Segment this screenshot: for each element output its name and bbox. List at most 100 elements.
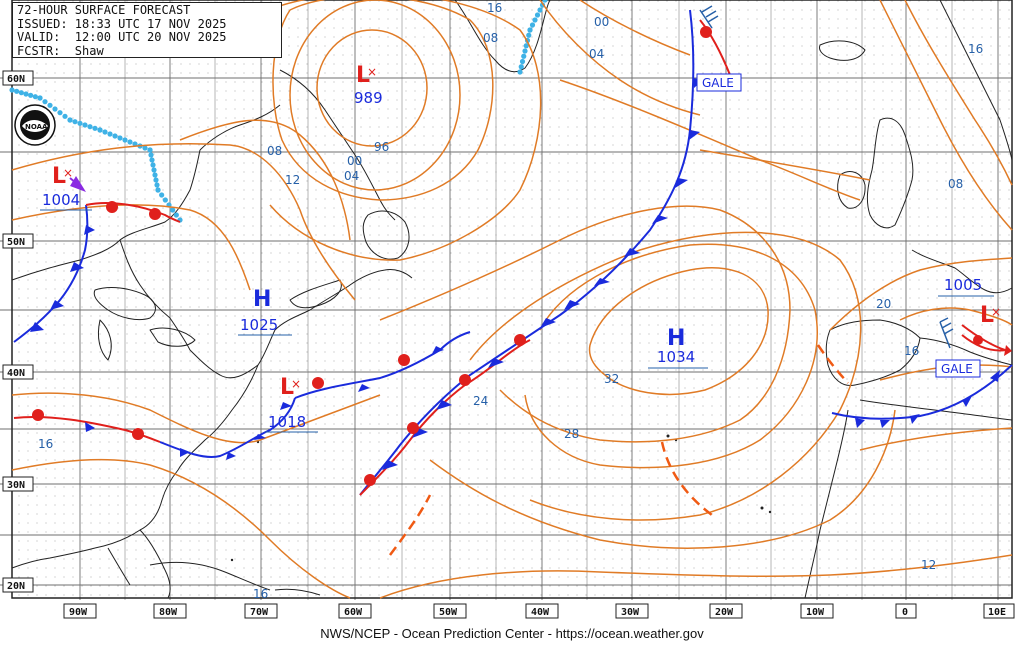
ice-edge-dot bbox=[162, 197, 168, 203]
header-title: 72-HOUR SURFACE FORECAST bbox=[17, 3, 191, 17]
lat-label-50: 50N bbox=[2, 233, 34, 249]
ice-edge-dot bbox=[173, 212, 179, 218]
ice-edge-dot bbox=[132, 141, 138, 147]
ice-edge-dot bbox=[147, 147, 153, 153]
isobar-label: 12 bbox=[285, 173, 300, 187]
isobars bbox=[11, 0, 1013, 599]
isobar-label: 28 bbox=[564, 427, 579, 441]
gale-arrow bbox=[961, 334, 1012, 356]
gale-label: GALE bbox=[941, 362, 973, 376]
ice-edge-dot bbox=[47, 102, 53, 108]
isobar-label: 16 bbox=[38, 437, 53, 451]
lat-label-20: 20N bbox=[2, 577, 34, 593]
isobar-label: 08 bbox=[948, 177, 963, 191]
svg-text:90W: 90W bbox=[69, 607, 88, 618]
ice-edge-dot bbox=[529, 22, 536, 28]
svg-text:0: 0 bbox=[902, 607, 908, 618]
svg-text:H: H bbox=[253, 287, 271, 312]
ice-edge-dot bbox=[14, 88, 20, 94]
header-forecaster: FCSTR: Shaw bbox=[17, 43, 104, 58]
svg-text:10W: 10W bbox=[806, 607, 825, 618]
svg-text:30W: 30W bbox=[621, 607, 640, 618]
ice-edge-dot bbox=[519, 58, 526, 65]
isobar-label: 24 bbox=[473, 394, 488, 408]
ice-edge-dot bbox=[28, 92, 34, 98]
pressure-value: 1034 bbox=[657, 348, 695, 366]
gale-label: GALE bbox=[702, 76, 734, 90]
ice-edge-dot bbox=[117, 135, 123, 141]
wind-barbs bbox=[699, 5, 954, 349]
low-center-1004: L × 1004 bbox=[40, 164, 92, 211]
ice-edge-dot bbox=[152, 172, 158, 178]
gale-box-north: GALE bbox=[696, 73, 742, 92]
ice-edge-dot bbox=[154, 182, 160, 188]
isobar-label: 12 bbox=[921, 558, 936, 572]
svg-text:×: × bbox=[991, 305, 1001, 319]
purple-arrow bbox=[69, 176, 86, 192]
isobar-label: 04 bbox=[589, 47, 604, 61]
ice-edge-dot bbox=[9, 87, 15, 93]
isobar-labels: 16 08 00 04 96 00 04 08 12 16 08 16 20 1… bbox=[38, 1, 983, 601]
lon-label-50w: 50W bbox=[433, 603, 467, 619]
lon-label-10e: 10E bbox=[983, 603, 1015, 619]
ice-edge-dot bbox=[170, 207, 176, 213]
pressure-value: 1018 bbox=[268, 413, 306, 431]
lon-labels: 90W 80W 70W 60W 50W 40W 30W 20W 10W 0 10… bbox=[63, 603, 1015, 619]
pressure-value: 1004 bbox=[42, 191, 80, 209]
low-center-1005: L × 1005 bbox=[938, 276, 1001, 328]
isobar-label: 16 bbox=[904, 344, 919, 358]
ice-edge-dot bbox=[37, 95, 43, 101]
coastlines bbox=[11, 0, 1013, 599]
svg-text:30N: 30N bbox=[7, 480, 25, 491]
troughs bbox=[388, 344, 849, 556]
lon-label-70w: 70W bbox=[244, 603, 278, 619]
lat-labels: 60N 50N 40N 30N 20N bbox=[2, 70, 34, 593]
ice-edge-dot bbox=[534, 12, 541, 18]
svg-text:60N: 60N bbox=[7, 74, 25, 85]
svg-text:40W: 40W bbox=[531, 607, 550, 618]
ice-edge-dot bbox=[142, 145, 148, 151]
svg-text:20N: 20N bbox=[7, 581, 25, 592]
fronts bbox=[13, 9, 1013, 496]
ice-edge-dot bbox=[518, 64, 524, 70]
forecast-header: 72-HOUR SURFACE FORECAST ISSUED: 18:33 U… bbox=[12, 2, 282, 58]
ice-edge-dot bbox=[149, 157, 155, 163]
ice-edge-dot bbox=[82, 122, 88, 128]
svg-text:20W: 20W bbox=[715, 607, 734, 618]
ice-edge-dot bbox=[18, 90, 24, 96]
pressure-value: 989 bbox=[354, 89, 383, 107]
low-center-989: L × 989 bbox=[354, 63, 383, 107]
low-center-1018: L × 1018 bbox=[265, 375, 318, 433]
svg-text:80W: 80W bbox=[159, 607, 178, 618]
svg-text:×: × bbox=[291, 377, 301, 391]
lat-label-60: 60N bbox=[2, 70, 34, 86]
isobar-label: 04 bbox=[344, 169, 359, 183]
ice-edge-dot bbox=[122, 137, 128, 143]
svg-text:NOAA: NOAA bbox=[25, 123, 48, 131]
ice-edge-dot bbox=[62, 113, 68, 119]
ice-edge-dot bbox=[148, 152, 154, 158]
lon-label-10w: 10W bbox=[800, 603, 834, 619]
lon-label-60w: 60W bbox=[338, 603, 372, 619]
lat-label-30: 30N bbox=[2, 476, 34, 492]
svg-text:L: L bbox=[52, 164, 66, 189]
isobar-label: 08 bbox=[483, 31, 498, 45]
isobar-label: 96 bbox=[374, 140, 389, 154]
ice-edge-dot bbox=[159, 192, 165, 198]
isobar-label: 08 bbox=[267, 144, 282, 158]
svg-text:L: L bbox=[280, 375, 294, 400]
ice-edge-dot bbox=[112, 133, 118, 139]
lon-label-90w: 90W bbox=[63, 603, 97, 619]
isobar-label: 16 bbox=[968, 42, 983, 56]
ice-edge-dot bbox=[542, 0, 548, 3]
svg-text:L: L bbox=[356, 63, 370, 88]
ice-edge-dot bbox=[523, 43, 529, 49]
lon-label-0: 0 bbox=[895, 603, 917, 619]
isobar-label: 00 bbox=[347, 154, 362, 168]
pressure-centers: L × 989 L × 1004 H 1025 L × 1018 H 1034 … bbox=[40, 63, 1001, 433]
isobar-label: 20 bbox=[876, 297, 891, 311]
ice-edge-dot bbox=[153, 177, 159, 183]
ice-edge-dot bbox=[92, 125, 98, 131]
pressure-value: 1005 bbox=[944, 276, 982, 294]
